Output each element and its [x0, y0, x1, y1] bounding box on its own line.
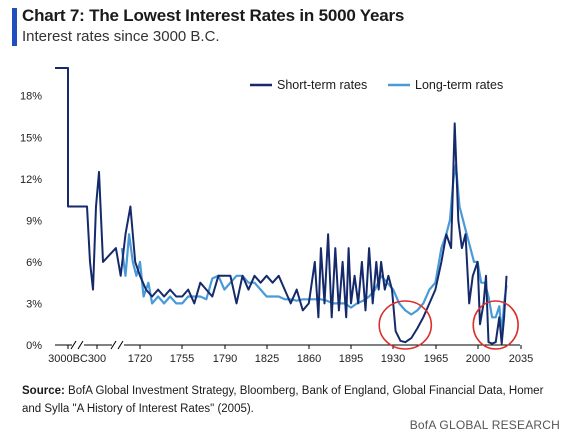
- accent-bar: [12, 8, 17, 46]
- x-tick-label: 3000BC: [48, 353, 88, 365]
- y-tick-label: 9%: [26, 215, 42, 227]
- y-tick-label: 3%: [26, 298, 42, 310]
- x-tick-label: 1895: [339, 353, 363, 365]
- series-layer: [55, 67, 508, 345]
- axis-break-mark: [110, 340, 117, 350]
- y-tick-label: 18%: [20, 91, 42, 103]
- source-label: Source:: [22, 385, 65, 397]
- x-tick-label: 2035: [509, 353, 533, 365]
- y-tick-label: 0%: [26, 340, 42, 352]
- series-short-term-line: [55, 67, 508, 345]
- axis-layer: 0% 3% 6% 9% 12% 15% 18% 3000BC 300 1720 1755 1790 18…: [20, 91, 533, 365]
- x-tick-label: 1930: [381, 353, 405, 365]
- x-tick-label: 1790: [213, 353, 237, 365]
- source-note: Source: BofA Global Investment Strategy,…: [22, 382, 562, 418]
- axis-break-mark: [77, 340, 84, 350]
- y-tick-label: 15%: [20, 132, 42, 144]
- x-tick-label: 1720: [128, 353, 152, 365]
- chart-area: 0% 3% 6% 9% 12% 15% 18% 3000BC 300 1720 1755 1790 18…: [0, 60, 576, 380]
- x-tick-label: 1965: [424, 353, 448, 365]
- axis-break-gap: [112, 341, 124, 349]
- highlight-circle: [472, 300, 519, 350]
- x-tick-label: 300: [88, 353, 106, 365]
- annotation-layer: [378, 300, 519, 350]
- x-tick-label: 1755: [170, 353, 194, 365]
- series-long-term-line: [120, 163, 508, 335]
- brand-footer: BofA GLOBAL RESEARCH: [409, 418, 560, 432]
- highlight-circle: [378, 300, 433, 350]
- x-tick-label: 1860: [297, 353, 321, 365]
- legend-layer: Short-term rates Long-term rates: [250, 78, 503, 92]
- x-tick-label: 1825: [255, 353, 279, 365]
- axis-break-mark: [70, 340, 77, 350]
- chart-subtitle: Interest rates since 3000 B.C.: [22, 28, 220, 45]
- legend-label: Short-term rates: [277, 78, 367, 92]
- legend-label: Long-term rates: [415, 78, 503, 92]
- chart-title: Chart 7: The Lowest Interest Rates in 50…: [22, 6, 405, 25]
- x-tick-label: 2000: [466, 353, 490, 365]
- y-tick-label: 12%: [20, 174, 42, 186]
- chart-svg: 0% 3% 6% 9% 12% 15% 18% 3000BC 300 1720 1755 1790 18…: [20, 67, 533, 365]
- y-tick-label: 6%: [26, 257, 42, 269]
- source-text: BofA Global Investment Strategy, Bloombe…: [22, 385, 544, 415]
- axis-break-mark: [117, 340, 124, 350]
- axis-break-gap: [72, 341, 84, 349]
